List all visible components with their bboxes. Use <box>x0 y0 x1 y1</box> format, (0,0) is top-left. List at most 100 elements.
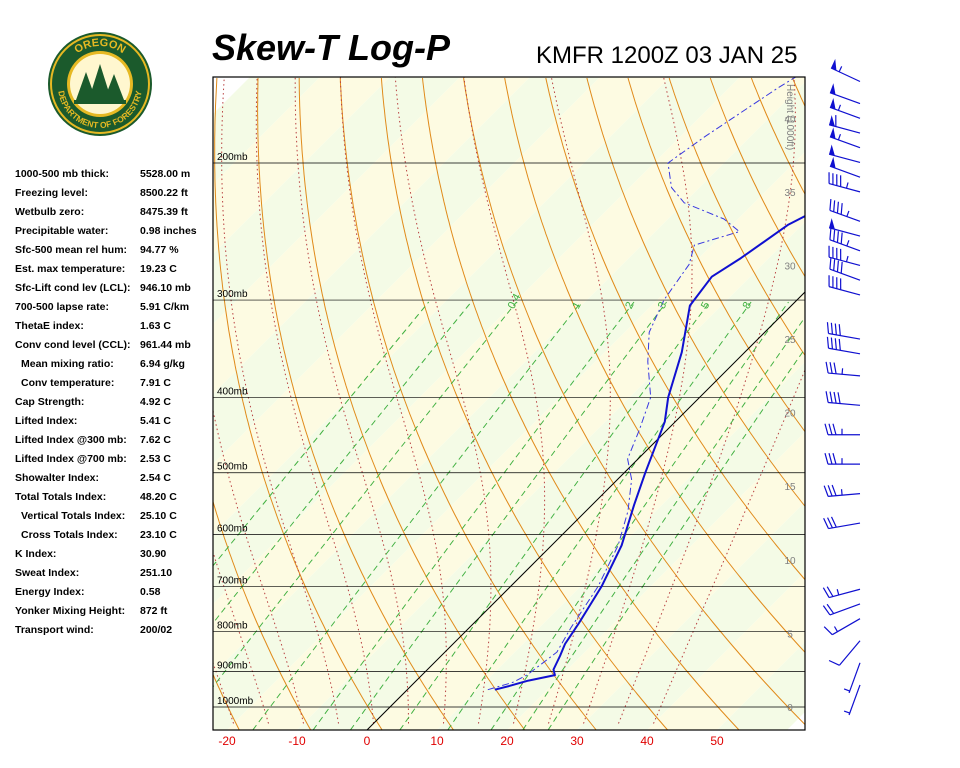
mixing-ratio-line <box>213 301 430 567</box>
wind-barb <box>828 275 861 296</box>
index-label: Sfc-500 mean rel hum: <box>15 244 128 256</box>
wind-barb <box>828 115 861 134</box>
index-row: Transport wind: 200/02 <box>15 624 215 643</box>
wind-barb <box>822 603 861 616</box>
mixing-ratio-line <box>312 301 635 730</box>
index-label: Precipitable water: <box>15 225 109 237</box>
index-value: 19.23 C <box>140 263 177 275</box>
wind-barb <box>829 83 861 105</box>
dry-adiabat-line <box>214 77 383 730</box>
isotherm-band <box>213 82 805 730</box>
mixing-ratio-line <box>522 316 805 730</box>
mixing-ratio-label: 5 <box>699 300 712 311</box>
wind-barb <box>826 322 861 340</box>
zero-isotherm-line <box>366 291 805 730</box>
index-value: 8475.39 ft <box>140 206 188 218</box>
index-row: Cap Strength: 4.92 C <box>15 396 215 415</box>
wind-barb <box>830 58 861 83</box>
dry-adiabat-line <box>627 77 805 433</box>
index-label: 700-500 lapse rate: <box>15 301 109 313</box>
index-row: Lifted Index @700 mb: 2.53 C <box>15 453 215 472</box>
index-value: 7.62 C <box>140 434 171 446</box>
wind-barb <box>828 640 861 666</box>
index-value: 0.98 inches <box>140 225 197 237</box>
dry-adiabat-line <box>213 499 312 730</box>
index-row: Total Totals Index: 48.20 C <box>15 491 215 510</box>
index-label: Lifted Index @300 mb: <box>15 434 127 446</box>
svg-text:OREGON: OREGON <box>72 37 127 56</box>
dry-adiabat-line <box>750 77 805 196</box>
index-value: 200/02 <box>140 624 173 636</box>
moist-adiabat-line <box>339 77 447 724</box>
index-row: Precipitable water: 0.98 inches <box>15 225 215 244</box>
height-tick-label: 15 <box>784 482 796 493</box>
index-value: 30.90 <box>140 548 167 560</box>
station-time-subtitle: KMFR 1200Z 03 JAN 25 <box>536 42 798 69</box>
dry-adiabat-line <box>834 78 960 730</box>
index-label: Wetbulb zero: <box>15 206 85 218</box>
plot-area <box>76 77 960 730</box>
dry-adiabat-line <box>792 77 805 108</box>
pressure-label: 400mb <box>217 386 248 397</box>
wind-barb <box>829 156 861 178</box>
index-label: 1000-500 mb thick: <box>15 168 109 180</box>
height-axis-label: Height (1000ft) <box>784 84 795 150</box>
index-row: 700-500 lapse rate: 5.91 C/km <box>15 301 215 320</box>
dry-adiabat-line <box>339 77 597 730</box>
index-label: Transport wind: <box>15 624 94 636</box>
wind-barb <box>829 97 861 119</box>
wind-barb <box>828 172 861 193</box>
index-row: Sfc-Lift cond lev (LCL): 946.10 mb <box>15 282 215 301</box>
index-row: Cross Totals Index: 23.10 C <box>15 529 215 548</box>
wind-barb <box>822 586 861 599</box>
wind-barb <box>828 218 861 237</box>
mixing-ratio-line <box>447 301 752 730</box>
wind-barb <box>825 361 861 377</box>
wind-barb <box>825 391 861 406</box>
index-value: 2.54 C <box>140 472 171 484</box>
moist-adiabat-line <box>394 77 492 724</box>
index-value: 251.10 <box>140 567 173 579</box>
wind-barb <box>824 453 860 465</box>
pressure-label: 900mb <box>217 660 248 671</box>
mixing-ratio-line <box>213 301 517 688</box>
dry-adiabat-line <box>76 78 169 730</box>
height-tick-label: 5 <box>787 629 793 640</box>
mixing-ratio-line <box>547 347 805 730</box>
isotherm-band <box>507 432 805 730</box>
logo-top-text: OREGON <box>72 37 127 56</box>
height-tick-label: 35 <box>784 188 796 199</box>
index-row: Lifted Index: 5.41 C <box>15 415 215 434</box>
index-row: Mean mixing ratio: 6.94 g/kg <box>15 358 215 377</box>
index-row: Conv cond level (CCL): 961.44 mb <box>15 339 215 358</box>
dry-adiabat-line <box>257 77 454 730</box>
wind-barbs-column <box>822 58 861 716</box>
index-label: Total Totals Index: <box>15 491 107 503</box>
index-row: K Index: 30.90 <box>15 548 215 567</box>
mixing-ratio-label: 8 <box>741 300 754 311</box>
index-value: 5.91 C/km <box>140 301 190 313</box>
index-row: Conv temperature: 7.91 C <box>15 377 215 396</box>
pressure-label: 600mb <box>217 523 248 534</box>
index-value: 961.44 mb <box>140 339 191 351</box>
x-tick-label: 30 <box>570 734 584 748</box>
temperature-trace <box>494 215 805 691</box>
index-label: Mean mixing ratio: <box>21 358 114 370</box>
chart-title: Skew-T Log-P <box>212 27 451 68</box>
pressure-label: 700mb <box>217 575 248 586</box>
index-value: 25.10 C <box>140 510 177 522</box>
height-tick-label: 30 <box>784 261 796 272</box>
wind-barb <box>843 684 861 716</box>
isotherm-band <box>647 572 805 730</box>
mixing-ratio-line <box>490 301 789 730</box>
pressure-label: 500mb <box>217 462 248 473</box>
height-tick-label: 0 <box>787 703 793 714</box>
dry-adiabat-line <box>463 77 805 726</box>
pressure-label: 200mb <box>217 152 248 163</box>
index-label: Est. max temperature: <box>15 263 126 275</box>
stability-indices-panel: 1000-500 mb thick: 5528.00 m Freezing leve… <box>15 168 215 643</box>
index-label: Energy Index: <box>15 586 85 598</box>
x-tick-label: 0 <box>364 734 371 748</box>
index-value: 5.41 C <box>140 415 171 427</box>
index-label: Vertical Totals Index: <box>21 510 126 522</box>
